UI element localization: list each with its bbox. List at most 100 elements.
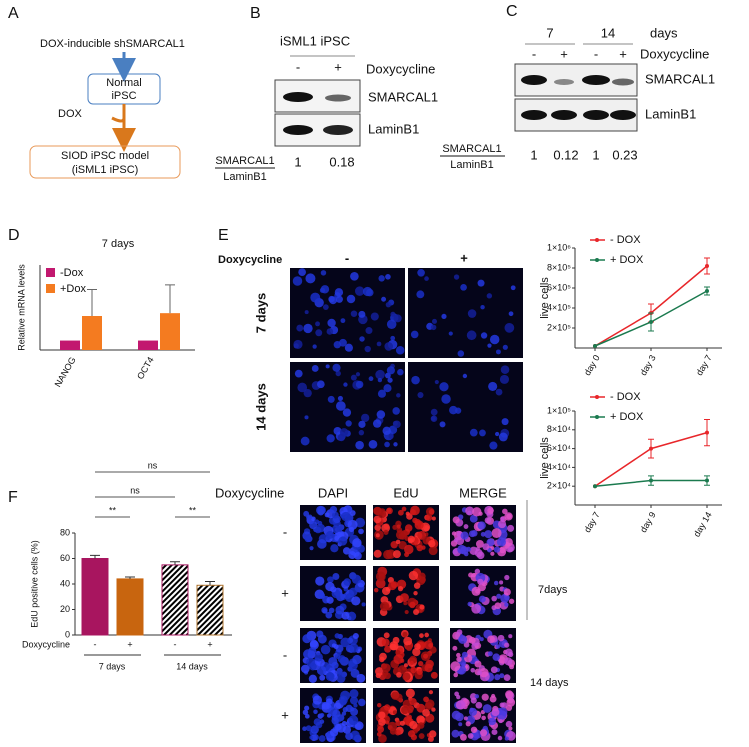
cell <box>296 324 304 332</box>
label: - <box>532 46 536 61</box>
cell <box>460 531 469 540</box>
cell <box>387 721 398 732</box>
cell <box>336 673 346 683</box>
cell <box>348 551 357 560</box>
x-label: Doxycycline <box>22 639 70 649</box>
cell <box>396 524 401 529</box>
cell <box>465 721 471 727</box>
y-label: live cells <box>539 277 551 319</box>
cell <box>375 672 381 679</box>
cell <box>488 717 497 726</box>
cell <box>493 580 499 586</box>
cell <box>401 506 407 512</box>
cell <box>490 666 498 674</box>
cell <box>489 334 500 345</box>
cell <box>477 670 483 676</box>
cell <box>431 516 436 521</box>
x-tick-label: + <box>207 639 212 649</box>
cell <box>349 696 359 705</box>
cell <box>300 436 310 446</box>
cell <box>334 723 342 731</box>
cell <box>355 517 366 528</box>
cell <box>330 544 339 553</box>
channel-label: EdU <box>393 485 418 500</box>
y-label: EdU positive cells (%) <box>29 540 39 628</box>
cell <box>319 712 325 718</box>
panel-letter: F <box>8 489 18 506</box>
cell <box>423 653 429 659</box>
cell <box>338 536 348 546</box>
label: - <box>594 46 598 61</box>
row-label: - <box>283 647 287 662</box>
cell <box>474 694 480 699</box>
label: + <box>560 46 568 61</box>
point <box>649 320 653 324</box>
cell <box>345 420 352 427</box>
label: Doxycycline <box>218 254 282 266</box>
cell <box>334 633 340 639</box>
label: LaminB1 <box>223 171 266 183</box>
label: iPSC <box>111 90 136 102</box>
box <box>29 145 181 179</box>
legend-label: +Dox <box>60 283 86 295</box>
bar <box>60 340 80 350</box>
cell <box>384 441 390 448</box>
cell <box>349 689 359 699</box>
cell <box>342 725 352 734</box>
cell <box>504 512 513 521</box>
cell <box>368 439 378 449</box>
legend-swatch <box>46 268 55 277</box>
cell <box>301 664 310 674</box>
cell <box>499 702 505 708</box>
cell <box>373 506 382 515</box>
cell <box>416 290 425 299</box>
cell <box>304 705 310 711</box>
cell <box>387 377 393 383</box>
cell <box>350 707 359 716</box>
point <box>705 430 709 435</box>
cell <box>479 429 486 437</box>
arrow <box>112 104 124 140</box>
cell <box>430 415 438 422</box>
cell <box>477 578 484 585</box>
cell <box>470 726 478 733</box>
cell <box>450 661 461 672</box>
cell <box>417 392 424 399</box>
x-tick-label: NANOG <box>53 355 78 389</box>
cell <box>487 507 494 514</box>
cell <box>491 729 498 736</box>
label: 1 <box>530 147 537 162</box>
cell <box>317 634 327 644</box>
cell <box>402 631 408 637</box>
cell <box>292 276 303 286</box>
cell <box>340 698 347 706</box>
y-label: Relative mRNA levels <box>16 264 26 351</box>
cell <box>303 323 313 334</box>
cell <box>321 607 328 614</box>
cell <box>496 593 502 599</box>
cell <box>477 521 486 530</box>
cell <box>378 718 386 726</box>
cell <box>463 524 469 529</box>
cell <box>314 653 323 662</box>
cell <box>377 389 387 398</box>
y-tick-label: 2×10⁴ <box>547 481 571 491</box>
cell <box>328 295 335 303</box>
cell <box>469 707 474 712</box>
cell <box>382 426 391 436</box>
cell <box>489 695 497 703</box>
cell <box>453 672 459 678</box>
cell <box>499 580 504 585</box>
x-tick-label: OCT4 <box>135 355 156 381</box>
cell <box>391 691 400 701</box>
cell <box>452 645 458 651</box>
cell <box>304 415 309 420</box>
significance: ** <box>189 505 197 515</box>
cell <box>510 285 516 291</box>
cell <box>352 633 359 640</box>
cell <box>416 715 425 724</box>
cell <box>373 515 382 524</box>
band <box>521 75 547 85</box>
cell <box>381 638 390 647</box>
y-tick-label: 60 <box>60 553 70 563</box>
